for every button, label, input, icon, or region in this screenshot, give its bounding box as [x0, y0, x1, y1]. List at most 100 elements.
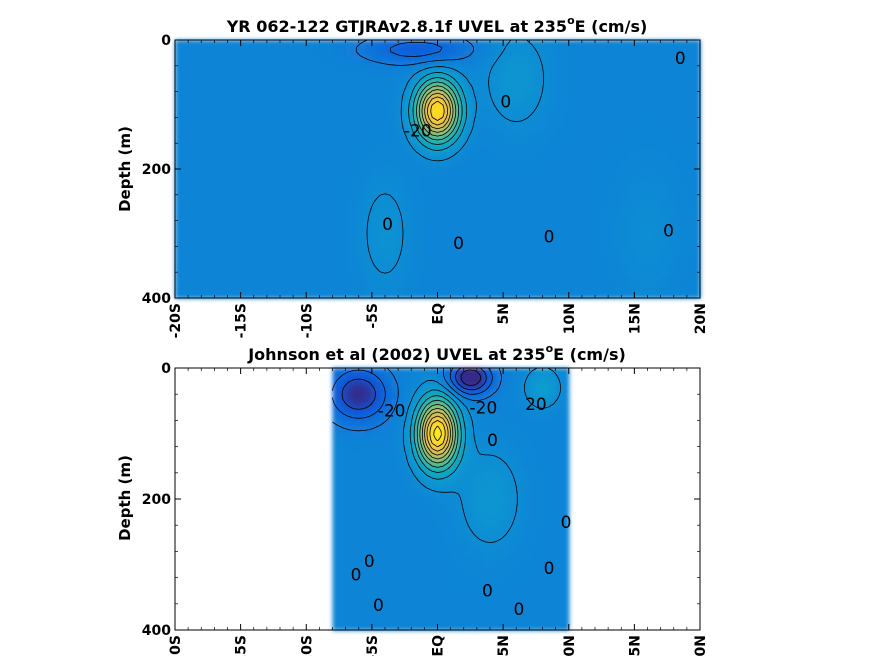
field-cell [332, 577, 340, 584]
field-cell [555, 220, 563, 227]
field-cell [404, 478, 412, 484]
field-cell [450, 210, 458, 217]
field-cell [424, 272, 432, 278]
field-cell [365, 230, 373, 237]
field-cell [522, 282, 530, 289]
field-cell [286, 86, 294, 93]
field-cell [660, 163, 668, 170]
field-cell [339, 467, 347, 474]
field-cell [686, 189, 695, 196]
field-cell [332, 210, 340, 217]
field-cell [444, 50, 452, 57]
field-cell [188, 153, 196, 160]
field-cell [647, 81, 655, 88]
field-cell [542, 101, 550, 108]
field-cell [385, 593, 393, 600]
field-cell [299, 132, 307, 139]
field-cell [693, 50, 701, 57]
field-cell [463, 132, 471, 139]
field-cell [555, 205, 563, 211]
field-cell [522, 230, 530, 237]
field-cell [385, 603, 393, 610]
field-cell [404, 158, 412, 165]
field-cell [391, 153, 399, 160]
field-cell [417, 567, 425, 573]
field-cell [693, 282, 701, 289]
field-cell [581, 70, 590, 77]
field-cell [220, 210, 229, 217]
x-tick-label: EQ [431, 303, 447, 325]
field-cell [273, 277, 281, 284]
field-cell [430, 614, 439, 621]
field-cell [194, 205, 202, 211]
field-cell [280, 96, 288, 103]
field-cell [509, 205, 517, 211]
field-cell [371, 127, 380, 134]
field-cell [325, 251, 334, 258]
field-cell [312, 277, 320, 284]
field-cell [325, 117, 334, 124]
field-cell [220, 261, 229, 268]
field-cell [693, 91, 701, 98]
field-cell [627, 199, 635, 206]
field-cell [391, 112, 399, 118]
field-cell [627, 65, 635, 72]
field-cell [220, 174, 229, 180]
field-cell [437, 546, 445, 552]
field-cell [470, 138, 478, 144]
field-cell [463, 184, 471, 191]
field-cell [227, 122, 235, 129]
field-cell [568, 60, 576, 67]
field-cell [542, 153, 550, 160]
field-cell [260, 132, 268, 139]
field-cell [437, 561, 445, 568]
field-cell [201, 45, 209, 51]
field-cell [358, 394, 366, 401]
field-cell [181, 184, 189, 191]
field-cell [404, 588, 412, 594]
field-cell [470, 292, 478, 299]
field-cell [181, 158, 189, 165]
field-cell [686, 117, 695, 124]
field-cell [194, 174, 202, 180]
field-cell [352, 525, 360, 532]
field-cell [306, 122, 314, 129]
field-cell [234, 153, 242, 160]
field-cell [680, 158, 688, 165]
field-cell [352, 436, 360, 442]
field-cell [437, 112, 445, 118]
field-cell [575, 112, 583, 118]
field-cell [365, 55, 373, 62]
field-cell [312, 40, 320, 46]
field-cell [253, 241, 261, 247]
field-cell [686, 236, 695, 242]
field-cell [306, 287, 314, 294]
field-cell [424, 174, 432, 180]
field-cell [273, 261, 281, 268]
field-cell [503, 70, 511, 77]
field-cell [437, 50, 445, 57]
field-cell [516, 163, 524, 170]
field-cell [358, 572, 366, 579]
field-cell [247, 256, 255, 263]
field-cell [509, 55, 517, 62]
field-cell [332, 404, 340, 411]
field-cell [227, 50, 235, 57]
field-cell [345, 598, 353, 605]
field-cell [424, 148, 432, 155]
field-cell [214, 236, 222, 242]
field-cell [673, 194, 681, 201]
field-cell [476, 169, 485, 175]
field-cell [175, 246, 183, 253]
field-cell [581, 153, 590, 160]
field-cell [404, 76, 412, 82]
field-cell [339, 143, 347, 149]
field-cell [286, 230, 294, 237]
field-cell [378, 457, 386, 463]
field-cell [430, 577, 439, 584]
field-cell [352, 488, 360, 495]
field-cell [240, 127, 248, 134]
field-cell [595, 163, 603, 170]
field-cell [358, 514, 366, 521]
field-cell [516, 158, 524, 165]
